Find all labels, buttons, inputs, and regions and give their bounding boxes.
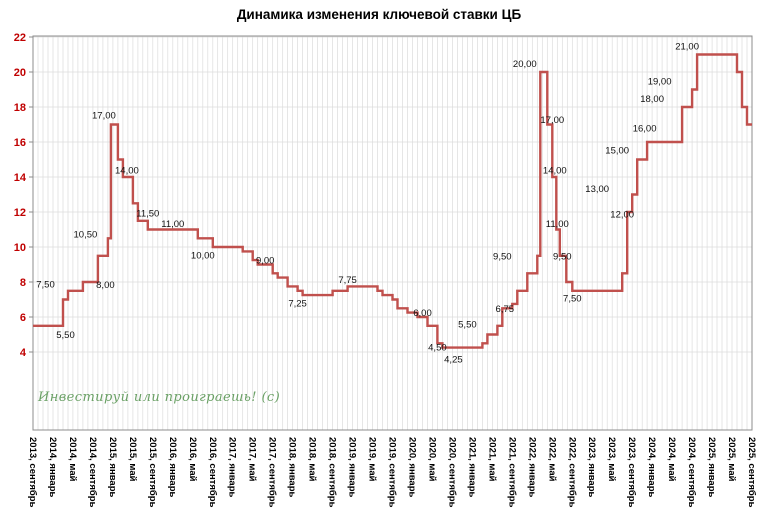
svg-text:2024, январь: 2024, январь <box>646 437 657 497</box>
rate-step-line <box>33 53 752 349</box>
svg-text:6: 6 <box>20 312 26 324</box>
svg-text:4: 4 <box>20 347 27 359</box>
svg-text:7,25: 7,25 <box>288 299 307 310</box>
svg-text:17,00: 17,00 <box>92 110 116 121</box>
svg-text:14,00: 14,00 <box>543 166 567 177</box>
svg-text:2025, январь: 2025, январь <box>706 437 717 497</box>
svg-text:19,00: 19,00 <box>648 76 672 87</box>
svg-text:2025, май: 2025, май <box>726 437 737 482</box>
svg-text:20: 20 <box>14 67 26 79</box>
svg-text:2016, май: 2016, май <box>187 437 198 482</box>
svg-text:2016, сентябрь: 2016, сентябрь <box>207 437 218 508</box>
svg-text:2017, май: 2017, май <box>247 437 258 482</box>
data-labels: 7,505,5010,5017,008,0014,0011,5011,0010,… <box>36 41 699 365</box>
y-axis-labels: 4 6 8 10 12 14 16 18 20 22 <box>14 32 33 359</box>
svg-text:14: 14 <box>14 172 27 184</box>
svg-text:2022, сентябрь: 2022, сентябрь <box>566 437 577 508</box>
svg-text:2020, сентябрь: 2020, сентябрь <box>446 437 457 508</box>
svg-text:9,50: 9,50 <box>493 251 512 262</box>
svg-text:2017, сентябрь: 2017, сентябрь <box>267 437 278 508</box>
svg-text:4,25: 4,25 <box>444 355 463 366</box>
svg-text:2017, январь: 2017, январь <box>227 437 238 497</box>
svg-text:2020, январь: 2020, январь <box>407 437 418 497</box>
svg-text:2021, январь: 2021, январь <box>466 437 477 497</box>
svg-text:2024, сентябрь: 2024, сентябрь <box>686 437 697 508</box>
svg-text:7,50: 7,50 <box>563 293 582 304</box>
svg-text:15,00: 15,00 <box>605 145 629 156</box>
svg-text:2016, январь: 2016, январь <box>167 437 178 497</box>
svg-text:17,00: 17,00 <box>540 115 564 126</box>
svg-text:2018, май: 2018, май <box>307 437 318 482</box>
svg-text:11,50: 11,50 <box>136 208 159 219</box>
svg-text:2023, май: 2023, май <box>606 437 617 482</box>
watermark-text: Инвестируй или проиграешь! (с) <box>38 390 281 405</box>
svg-text:6,75: 6,75 <box>496 304 515 315</box>
svg-text:2019, январь: 2019, январь <box>347 437 358 497</box>
svg-text:11,00: 11,00 <box>161 219 184 230</box>
svg-text:16,00: 16,00 <box>633 124 657 135</box>
svg-text:5,50: 5,50 <box>56 330 75 341</box>
svg-text:10: 10 <box>14 242 26 254</box>
svg-text:20,00: 20,00 <box>513 59 537 70</box>
svg-text:4,50: 4,50 <box>428 342 447 353</box>
svg-text:10,00: 10,00 <box>191 250 215 261</box>
svg-text:21,00: 21,00 <box>675 41 699 52</box>
svg-text:2014, январь: 2014, январь <box>47 437 58 497</box>
svg-text:6,00: 6,00 <box>413 308 432 319</box>
svg-text:2013, сентябрь: 2013, сентябрь <box>27 437 38 508</box>
svg-text:2015, январь: 2015, январь <box>107 437 118 497</box>
svg-text:2019, май: 2019, май <box>367 437 378 482</box>
svg-text:11,00: 11,00 <box>546 219 569 230</box>
svg-text:16: 16 <box>14 137 26 149</box>
svg-text:2015, май: 2015, май <box>127 437 138 482</box>
svg-text:14,00: 14,00 <box>115 166 139 177</box>
svg-text:12,00: 12,00 <box>610 209 634 220</box>
svg-text:2024, май: 2024, май <box>666 437 677 482</box>
svg-text:9,00: 9,00 <box>256 256 275 267</box>
svg-text:18: 18 <box>14 102 26 114</box>
svg-text:7,50: 7,50 <box>36 279 55 290</box>
svg-text:13,00: 13,00 <box>585 184 609 195</box>
svg-text:2025, сентябрь: 2025, сентябрь <box>746 437 757 508</box>
svg-text:2019, сентябрь: 2019, сентябрь <box>387 437 398 508</box>
svg-text:2015, сентябрь: 2015, сентябрь <box>147 437 158 508</box>
svg-text:2023, январь: 2023, январь <box>586 437 597 497</box>
svg-text:2018, январь: 2018, январь <box>287 437 298 497</box>
svg-text:7,75: 7,75 <box>338 275 357 286</box>
svg-text:2014, май: 2014, май <box>67 437 78 482</box>
svg-text:22: 22 <box>14 32 26 44</box>
svg-text:2022, январь: 2022, январь <box>526 437 537 497</box>
chart-title: Динамика изменения ключевой ставки ЦБ <box>236 7 522 22</box>
svg-text:2020, май: 2020, май <box>426 437 437 482</box>
plot-frame <box>32 35 753 431</box>
v-gridlines <box>32 36 753 430</box>
svg-text:5,50: 5,50 <box>458 320 477 331</box>
x-axis-labels: 2013, сентябрь 2014, январь 2014, май 2014,… <box>27 437 757 508</box>
svg-text:18,00: 18,00 <box>640 94 664 105</box>
svg-text:2022, май: 2022, май <box>546 437 557 482</box>
svg-text:10,50: 10,50 <box>74 229 98 240</box>
svg-text:8,00: 8,00 <box>96 280 115 291</box>
svg-text:9,50: 9,50 <box>553 251 572 262</box>
svg-text:2018, сентябрь: 2018, сентябрь <box>327 437 338 508</box>
svg-text:2021, май: 2021, май <box>486 437 497 482</box>
svg-text:12: 12 <box>14 207 26 219</box>
svg-text:2014, сентябрь: 2014, сентябрь <box>87 437 98 508</box>
svg-text:2021, сентябрь: 2021, сентябрь <box>506 437 517 508</box>
svg-text:8: 8 <box>20 277 26 289</box>
svg-text:2023, сентябрь: 2023, сентябрь <box>626 437 637 508</box>
